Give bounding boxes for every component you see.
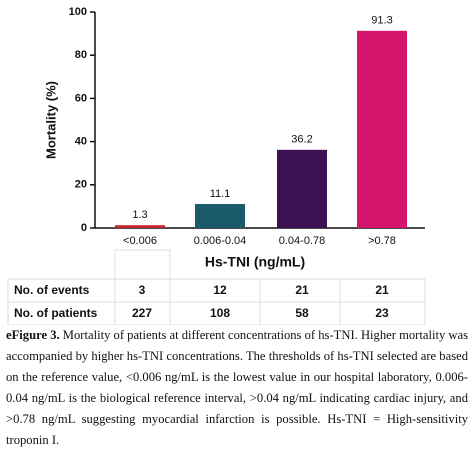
table-cell-text: No. of events xyxy=(14,283,90,297)
table-cell-text: 12 xyxy=(213,283,227,297)
caption: eFigure 3. Mortality of patients at diff… xyxy=(6,325,468,451)
table-cell-text: No. of patients xyxy=(14,306,98,320)
caption-text: Mortality of patients at different conce… xyxy=(6,328,468,447)
table-cell xyxy=(339,301,426,325)
table-header-cell xyxy=(114,249,171,280)
value-label: 1.3 xyxy=(132,209,147,221)
y-tick-label: 0 xyxy=(81,222,87,234)
chart: Mortality (%) Hs-TNI (ng/mL) 0 20 40 60 80 10… xyxy=(7,6,426,325)
y-tick-label: 20 xyxy=(75,179,87,191)
y-tick-label: 80 xyxy=(75,49,87,61)
bar xyxy=(357,30,407,229)
y-tick-label: 100 xyxy=(69,6,87,18)
y-axis-title: Mortality (%) xyxy=(43,81,58,159)
x-tick-label: >0.78 xyxy=(368,235,396,247)
x-tick-label: 0.04-0.78 xyxy=(279,235,325,247)
bar xyxy=(195,204,245,228)
table-cell-text: 21 xyxy=(295,283,309,297)
value-label: 36.2 xyxy=(291,134,312,146)
table-cell-text: 227 xyxy=(132,306,152,320)
y-tick-label: 60 xyxy=(75,92,87,104)
table-cell-text: 21 xyxy=(375,283,389,297)
table-cell-text: 58 xyxy=(295,306,309,320)
caption-label: eFigure 3. xyxy=(6,328,60,342)
x-tick-label: 0.006-0.04 xyxy=(194,235,247,247)
bar xyxy=(115,225,165,228)
table-cell-text: 108 xyxy=(210,306,230,320)
x-axis-title: Hs-TNI (ng/mL) xyxy=(205,254,305,270)
value-label: 91.3 xyxy=(371,15,392,27)
bar xyxy=(277,149,327,228)
table-cell-text: 23 xyxy=(375,306,389,320)
value-label: 11.1 xyxy=(210,188,231,200)
table-cell-text: 3 xyxy=(139,283,146,297)
x-tick-label: <0.006 xyxy=(123,235,157,247)
y-tick-label: 40 xyxy=(75,136,87,148)
